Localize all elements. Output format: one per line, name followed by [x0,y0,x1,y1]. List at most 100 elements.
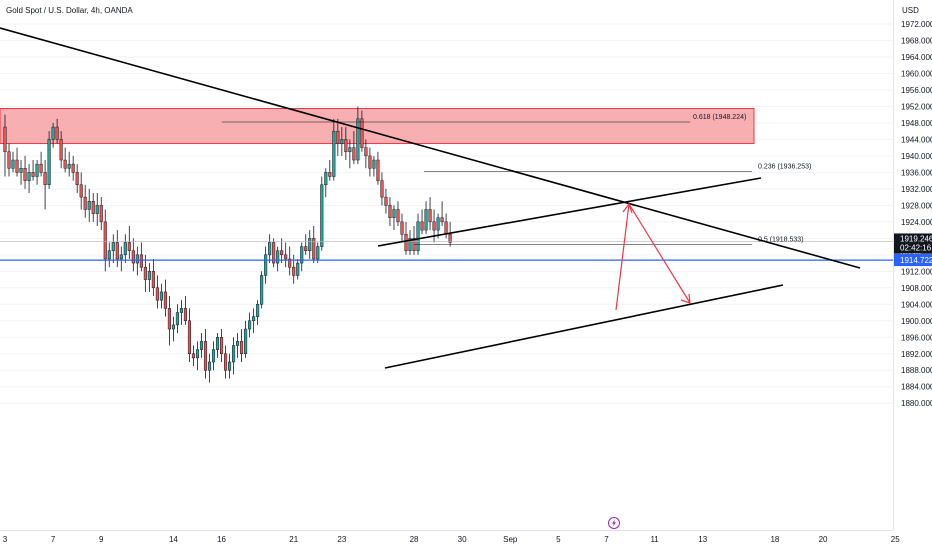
candle [368,147,372,177]
candle-body [340,139,344,144]
current-price-value: 1919.246 [900,234,932,243]
candle-body [219,337,224,355]
candle [392,205,396,231]
projection-arrowhead-down [680,293,691,304]
candle [256,300,260,325]
descending-trendline [0,27,861,269]
candle-body [320,184,324,247]
candle [296,258,300,280]
candle [103,209,107,272]
candle [404,221,408,255]
price-tick-label: 1972.000 [901,20,932,29]
price-tick-label: 1928.000 [901,201,932,210]
candle-body [123,242,127,256]
fib-level-label: 0.5 (1918.533) [758,236,804,243]
candle [119,246,123,272]
candle-body [264,254,268,276]
candle-body [368,155,372,169]
candle-body [99,205,103,223]
candle [215,333,220,358]
candle-body [248,320,252,330]
candle [87,188,91,222]
candle-body [159,291,163,301]
candle [396,201,400,226]
price-tick-label: 1960.000 [901,69,932,78]
candle-body [416,221,420,251]
price-tick-label: 1968.000 [901,36,932,45]
candle [167,296,171,346]
price-tick-label: 1884.000 [901,383,932,392]
candle-body [400,221,404,235]
candle-body [75,172,79,186]
time-tick-label: 13 [698,535,707,544]
time-tick-label: 18 [770,535,779,544]
candle [3,114,7,177]
candle [115,230,119,268]
candle-body [51,126,55,140]
candle-body [91,200,95,214]
candle [199,333,204,358]
lightning-icon[interactable] [608,517,620,529]
price-tick-label: 1892.000 [901,350,932,359]
projection-arrowhead-up [622,202,633,214]
resistance-zone [0,108,755,145]
time-tick-label: 5 [556,535,561,544]
candle [155,275,159,309]
candle-body [143,266,147,280]
candle [63,147,67,173]
candle-body [43,172,47,186]
candle [428,197,432,231]
time-tick-label: 7 [604,535,609,544]
candle-body [364,147,368,157]
candle-body [63,159,67,169]
candle-body [380,180,384,198]
candle-body [396,209,400,223]
candle [400,213,404,243]
candle [264,246,268,284]
candle-body [244,328,248,355]
candle-body [95,205,99,214]
candle-body [360,118,364,148]
candle [151,258,155,297]
candle-body [215,337,220,350]
candle-body [272,242,276,264]
price-axis[interactable]: 1972.000 1968.000 1964.000 1960.000 1956.000… [901,20,932,408]
candle [268,234,272,264]
price-tick-label: 1904.000 [901,300,932,309]
level-price-tag [894,254,932,267]
candle-body [207,361,212,371]
time-axis[interactable]: 379141621232830Sep57111318202527 [3,535,932,544]
candle-body [296,262,300,276]
time-tick-label: 7 [51,535,56,544]
candle [228,353,232,379]
candle [224,345,228,379]
candle-body [79,184,83,198]
candle-body [240,341,244,355]
price-tick-label: 1888.000 [901,366,932,375]
candle-body [292,266,296,276]
candle [300,242,304,272]
candle [51,122,55,148]
candle [131,238,135,272]
candle [47,131,51,189]
candle [416,213,420,255]
candle-body [288,258,292,268]
time-tick-label: 30 [458,535,467,544]
candle [7,143,11,177]
candle-body [31,172,35,177]
candle [344,127,348,161]
candle-body [228,361,232,371]
candle [340,127,344,156]
time-tick-label: 21 [289,535,298,544]
candle-body [236,341,240,346]
time-tick-label: 25 [891,535,900,544]
candle-body [115,242,119,260]
candle-body [252,316,256,322]
candle-body [167,308,171,330]
candle [276,246,280,272]
candle [55,118,59,144]
candle-body [135,254,139,264]
candle-body [392,209,396,218]
